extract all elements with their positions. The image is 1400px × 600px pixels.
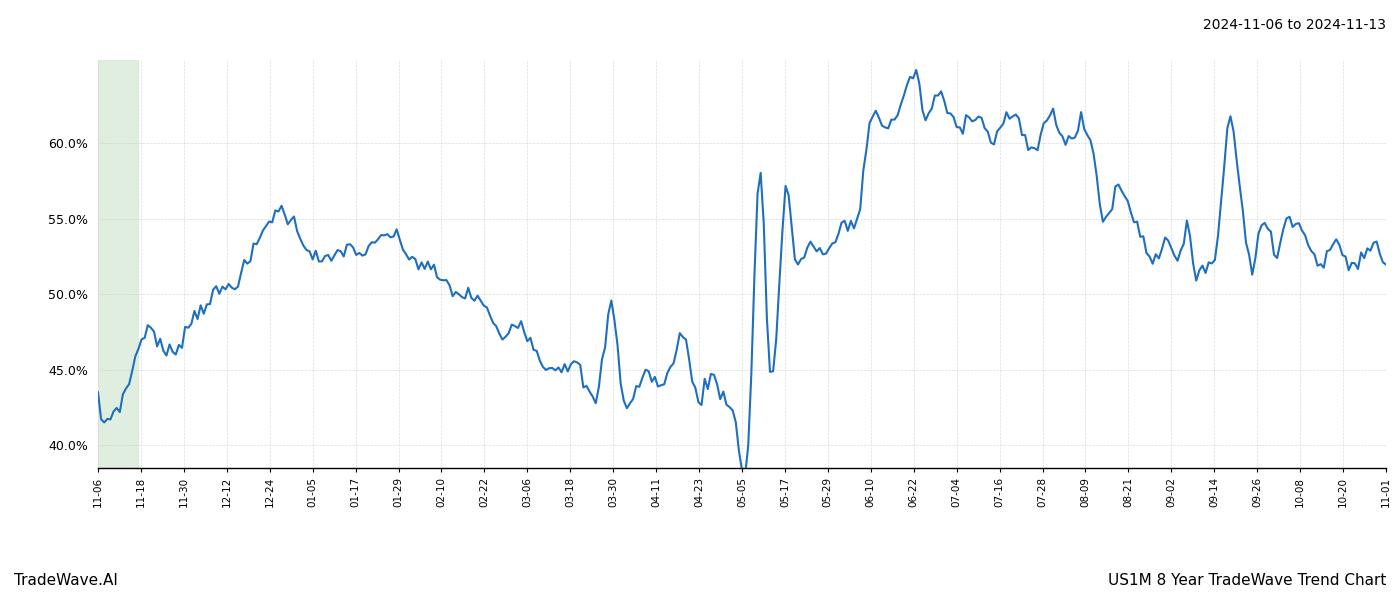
Text: TradeWave.AI: TradeWave.AI <box>14 573 118 588</box>
Text: 2024-11-06 to 2024-11-13: 2024-11-06 to 2024-11-13 <box>1203 18 1386 32</box>
Text: US1M 8 Year TradeWave Trend Chart: US1M 8 Year TradeWave Trend Chart <box>1107 573 1386 588</box>
Bar <box>98 60 139 468</box>
